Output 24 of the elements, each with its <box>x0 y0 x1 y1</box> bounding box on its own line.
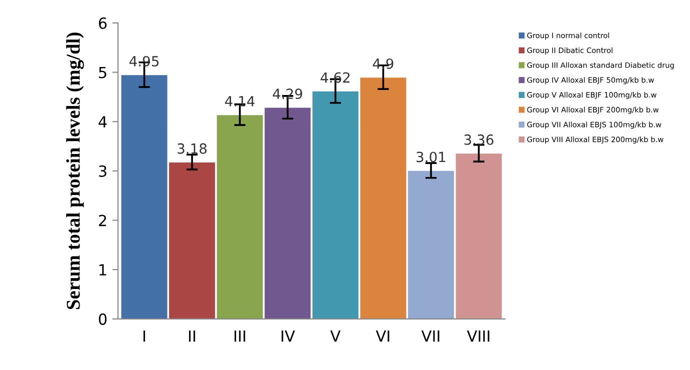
x-tick-label: VI <box>376 330 390 342</box>
data-label: 4.14 <box>225 96 255 106</box>
x-tick-label: I <box>144 330 146 342</box>
x-tick-label: II <box>189 330 196 342</box>
data-label: 4.95 <box>129 56 159 66</box>
y-tick-label: 1 <box>100 264 106 276</box>
y-tick-label: 3 <box>99 165 106 177</box>
data-label: 4.29 <box>272 88 302 100</box>
data-label: 4.62 <box>320 72 350 83</box>
x-tick-label: III <box>234 330 246 342</box>
data-label: 3.36 <box>464 134 494 145</box>
x-tick-label: V <box>330 330 341 342</box>
y-tick-label: 0 <box>98 313 107 325</box>
x-tick-label: IV <box>282 330 295 342</box>
data-label: 4.9 <box>372 58 394 69</box>
x-tick-label: VIII <box>466 330 490 342</box>
y-tick-label: 4 <box>98 116 107 128</box>
y-tick-label: 6 <box>98 17 107 29</box>
data-label: 3.18 <box>178 143 207 154</box>
x-tick-label: VII <box>421 330 440 342</box>
y-tick-label: 5 <box>99 66 106 78</box>
data-label: 3.01 <box>416 152 446 162</box>
y-tick-label: 2 <box>98 214 106 226</box>
y-axis-title: Serum total protein levels (mg/dl) <box>66 32 84 310</box>
